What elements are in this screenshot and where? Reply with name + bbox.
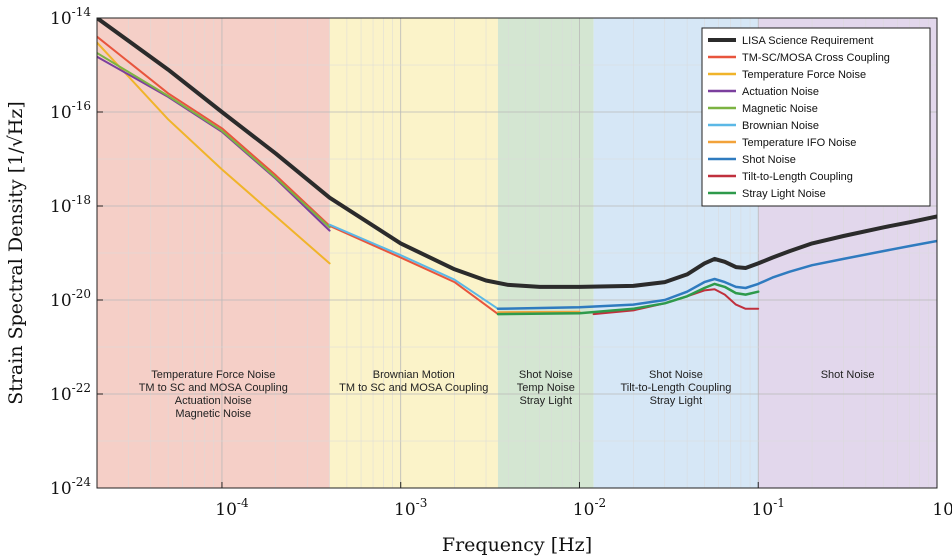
series-line-3 xyxy=(97,41,331,265)
axis-ticks: 10-4 10-3 10-2 10-1 100 10-14 10-16 10-18 10-20 1… xyxy=(50,5,952,520)
legend-label-6: Brownian Noise xyxy=(742,120,819,132)
legend-label-7: Temperature IFO Noise xyxy=(742,137,856,149)
series xyxy=(97,18,937,316)
region-label-3: Shot Noise Temp Noise Stray Light xyxy=(517,369,575,407)
region-labels: Temperature Force Noise TM to SC and MOSA… xyxy=(139,369,875,420)
region-label-5: Shot Noise xyxy=(821,369,875,381)
y-tick-label-4: 10-20 xyxy=(50,287,91,311)
y-tick-label-6: 10-24 xyxy=(50,475,91,499)
y-tick-label-3: 10-18 xyxy=(50,193,91,217)
legend-label-3: Temperature Force Noise xyxy=(742,69,866,81)
series-line-5 xyxy=(97,52,331,229)
x-tick-label-2: 10-3 xyxy=(394,496,427,520)
legend-label-1: LISA Science Requirement xyxy=(742,35,873,47)
legend-label-2: TM-SC/MOSA Cross Coupling xyxy=(742,52,890,64)
series-line-8 xyxy=(496,239,937,311)
series-line-1 xyxy=(97,18,937,289)
region-label-2: Brownian Motion TM to SC and MOSA Couplin… xyxy=(339,369,488,394)
series-line-6 xyxy=(328,223,499,310)
legend-label-9: Tilt-to-Length Coupling xyxy=(742,171,853,183)
legend-label-4: Actuation Noise xyxy=(742,86,819,98)
series-line-2 xyxy=(97,35,499,316)
legend-label-5: Magnetic Noise xyxy=(742,103,818,115)
x-tick-label-4: 10-1 xyxy=(752,496,785,520)
y-tick-label-5: 10-22 xyxy=(50,381,91,405)
x-tick-label-1: 10-4 xyxy=(215,496,249,520)
plot-frame xyxy=(96,17,938,489)
series-line-10 xyxy=(496,282,760,316)
x-axis-label: Frequency [Hz] xyxy=(442,534,592,556)
legend-label-10: Stray Light Noise xyxy=(742,188,826,200)
y-tick-label-1: 10-14 xyxy=(50,5,91,29)
legend-box xyxy=(701,27,931,207)
region-label-4: Shot Noise Tilt-to-Length Coupling Stray L… xyxy=(620,369,731,407)
x-tick-label-5: 100 xyxy=(932,496,952,520)
region-label-1: Temperature Force Noise TM to SC and MOSA… xyxy=(139,369,288,420)
y-tick-label-2: 10-16 xyxy=(50,99,91,123)
x-tick-label-3: 10-2 xyxy=(573,496,606,520)
legend-label-8: Shot Noise xyxy=(742,154,796,166)
y-axis-label: Strain Spectral Density [1/√Hz] xyxy=(5,101,27,405)
legend: LISA Science Requirement TM-SC/MOSA Cross… xyxy=(701,27,931,207)
